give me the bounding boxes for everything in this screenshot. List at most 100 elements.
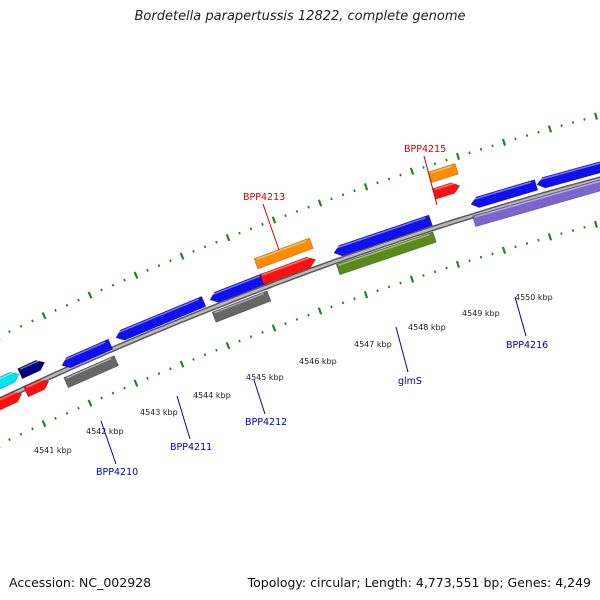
ruler-label: 4549 kbp	[462, 309, 500, 318]
gene-label: BPP4211	[170, 442, 212, 453]
inner-ruler-tick	[341, 301, 345, 305]
inner-ruler-tick	[537, 238, 540, 242]
gene-bar-orange	[253, 237, 314, 270]
inner-ruler-tick	[547, 233, 553, 241]
gene-bar-grey	[63, 355, 119, 389]
gene-bar-grey-body	[63, 355, 119, 389]
ruler-label: 4546 kbp	[299, 357, 337, 366]
gene-label-leader	[253, 379, 266, 415]
outer-ruler-tick	[479, 147, 483, 151]
inner-ruler-tick	[560, 232, 563, 236]
gene-arrow-blue	[470, 179, 539, 208]
outer-ruler-tick	[65, 303, 69, 307]
gene-arrow-blue-highlight	[61, 341, 106, 362]
gene-arrow-cyan-body	[0, 371, 20, 394]
gene-arrow-blue	[115, 295, 207, 341]
gene-bar-purple	[472, 178, 600, 228]
outer-ruler-tick	[31, 319, 34, 323]
inner-ruler-tick	[261, 330, 264, 334]
inner-ruler-tick	[215, 348, 218, 352]
gene-arrow-red-highlight	[0, 391, 17, 405]
gene-arrow-blue-body	[470, 179, 539, 208]
gene-label: BPP4213	[243, 192, 285, 203]
gene-arrow-blue-body	[61, 338, 114, 369]
inner-ruler-tick	[225, 341, 231, 350]
gene-arrow-red-highlight	[434, 182, 455, 191]
outer-ruler-tick	[525, 134, 529, 137]
inner-ruler-tick	[157, 372, 161, 376]
gene-arrow-navy-highlight	[19, 359, 40, 370]
outer-ruler-tick	[330, 197, 333, 201]
inner-ruler-tick	[169, 367, 172, 371]
gene-arrow-blue	[209, 272, 268, 303]
gene-bar-grey	[211, 290, 272, 323]
inner-ruler-tick	[87, 399, 93, 407]
outer-ruler-tick	[169, 259, 172, 263]
outer-ruler-tick	[433, 162, 437, 166]
gene-arrow-red	[431, 182, 461, 200]
inner-ruler-tick	[583, 225, 586, 229]
gene-bar-orange-highlight	[256, 240, 307, 261]
gene-arrow-blue-body	[209, 272, 268, 303]
outer-ruler-tick	[87, 291, 93, 299]
gene-label-leader	[262, 203, 280, 251]
outer-ruler-tick	[295, 209, 299, 213]
ruler-label: 4545 kbp	[246, 373, 284, 382]
gene-arrow-blue	[61, 338, 114, 369]
feature-layer	[0, 159, 600, 415]
outer-ruler-tick	[249, 227, 253, 231]
gene-arrow-blue	[333, 214, 433, 257]
inner-ruler-tick	[455, 260, 461, 269]
outer-ruler-tick	[376, 181, 379, 185]
gene-arrow-red-body	[23, 379, 50, 398]
gene-bar-grey-body	[211, 290, 272, 323]
inner-ruler-tick	[376, 289, 379, 293]
gene-arrow-red-highlight	[25, 378, 44, 389]
gene-bar-orange	[427, 163, 459, 183]
gene-arrow-cyan	[0, 371, 20, 394]
inner-ruler-tick	[295, 317, 299, 321]
gene-arrow-blue-body	[536, 159, 600, 189]
inner-ruler-tick	[433, 270, 437, 274]
gene-arrow-blue-highlight	[537, 161, 600, 181]
outer-ruler-tick	[8, 330, 11, 333]
gene-arrow-blue	[536, 159, 600, 189]
gene-arrow-navy	[17, 359, 45, 380]
outer-ruler-tick	[445, 158, 448, 162]
inner-ruler-tick	[409, 275, 415, 283]
outer-ruler-tick	[409, 167, 415, 175]
outer-ruler-tick	[363, 183, 369, 191]
gene-bar-orange-highlight	[430, 165, 452, 174]
inner-ruler-tick	[330, 305, 333, 309]
gene-arrow-red-highlight	[262, 256, 311, 276]
gene-arrow-red	[23, 378, 50, 398]
inner-ruler-tick	[501, 246, 507, 255]
genome-summary: Topology: circular; Length: 4,773,551 bp…	[247, 575, 591, 590]
gene-label-leader	[100, 420, 117, 465]
inner-ruler-tick	[468, 259, 471, 263]
outer-ruler-tick	[157, 264, 161, 268]
gene-bar-olive-body	[335, 231, 437, 276]
outer-ruler-tick	[353, 189, 356, 193]
ruler-label: 4543 kbp	[140, 408, 178, 417]
gene-bar-orange-body	[427, 163, 459, 183]
outer-ruler-tick	[54, 308, 57, 312]
inner-ruler-tick	[8, 438, 11, 441]
gene-label: glmS	[398, 376, 422, 387]
inner-ruler-tick	[238, 339, 241, 343]
inner-ruler-tick	[491, 252, 494, 256]
gene-arrow-cyan-highlight	[0, 371, 14, 384]
inner-ruler-tick	[271, 324, 277, 332]
inner-ruler-tick	[203, 353, 207, 357]
outer-ruler-tick	[41, 312, 47, 320]
inner-ruler-tick	[19, 432, 23, 436]
outer-ruler-tick	[179, 252, 185, 260]
ruler-label: 4544 kbp	[193, 391, 231, 400]
gene-arrow-blue-body	[333, 214, 433, 257]
outer-ruler-tick	[123, 278, 126, 282]
inner-ruler-tick	[65, 411, 69, 415]
inner-ruler-tick	[192, 357, 195, 361]
outer-ruler-tick	[583, 117, 586, 121]
